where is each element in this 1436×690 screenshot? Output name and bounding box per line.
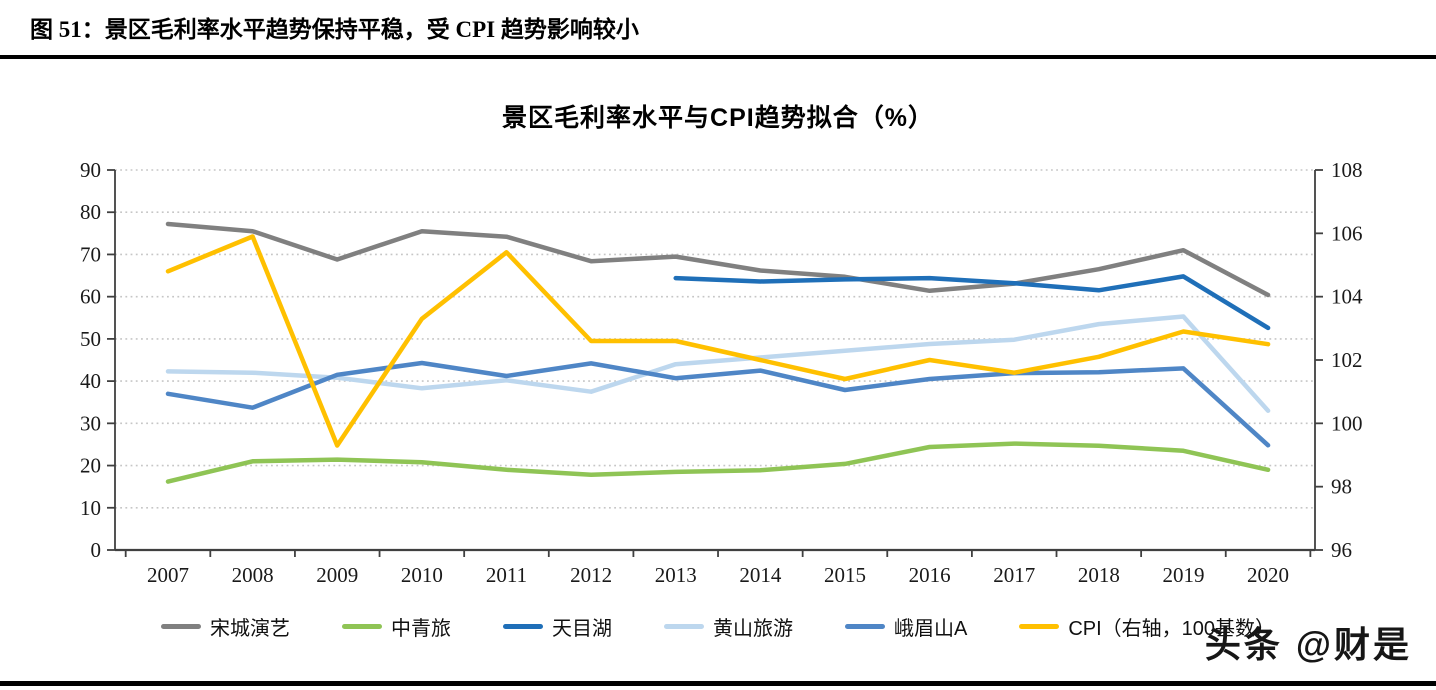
- legend-marker: [1019, 624, 1060, 629]
- series-line-黄山旅游: [165, 314, 1271, 413]
- x-axis-label: 2012: [570, 563, 612, 587]
- caption-divider-rule: [0, 55, 1436, 59]
- legend-label: 中青旅: [390, 618, 451, 640]
- series-line-中青旅: [165, 441, 1271, 484]
- legend-marker: [160, 624, 201, 629]
- legend-marker: [502, 624, 543, 629]
- x-axis-label: 2017: [993, 563, 1035, 587]
- legend-label: 黄山旅游: [712, 618, 793, 640]
- legend-label: CPI（右轴，100基数）: [1068, 618, 1276, 640]
- legend-marker: [844, 624, 885, 629]
- series-line-天目湖: [673, 274, 1271, 331]
- left-axis-tick-label: 80: [80, 200, 101, 224]
- right-axis-tick-label: 106: [1331, 221, 1363, 245]
- figure-caption: 图 51：景区毛利率水平趋势保持平稳，受 CPI 趋势影响较小: [30, 17, 639, 42]
- right-axis-tick-label: 108: [1331, 158, 1363, 182]
- right-axis-tick-label: 100: [1331, 411, 1363, 435]
- x-axis-label: 2014: [739, 563, 782, 587]
- x-axis-label: 2016: [909, 563, 951, 587]
- legend-label: 天目湖: [551, 618, 612, 640]
- series-line-宋城演艺: [165, 221, 1271, 298]
- series-line-峨眉山A: [165, 360, 1271, 448]
- right-axis-tick-label: 96: [1331, 538, 1352, 562]
- legend-item-天目湖: 天目湖: [502, 612, 612, 641]
- left-axis-tick-label: 20: [80, 454, 101, 478]
- x-axis-label: 2008: [232, 563, 274, 587]
- bottom-divider-rule: [0, 681, 1436, 686]
- x-axis-label: 2011: [486, 563, 527, 587]
- right-axis-tick-label: 98: [1331, 475, 1352, 499]
- chart-legend: 宋城演艺 中青旅 天目湖 黄山旅游 峨眉山A CPI（右轴，100基数）: [0, 612, 1436, 641]
- chart-title: 景区毛利率水平与CPI趋势拟合（%）: [502, 104, 934, 132]
- series-line-CPI（右轴，100基数）: [165, 234, 1271, 448]
- left-axis-tick-label: 0: [91, 538, 102, 562]
- x-axis-label: 2007: [147, 563, 189, 587]
- x-axis-label: 2013: [655, 563, 697, 587]
- watermark: 头条 @财是: [1204, 624, 1412, 665]
- left-axis-tick-label: 50: [80, 327, 101, 351]
- x-axis-label: 2018: [1078, 563, 1120, 587]
- legend-item-CPI（右轴，100基数）: CPI（右轴，100基数）: [1019, 612, 1275, 641]
- legend-marker: [663, 624, 704, 629]
- x-axis-label: 2020: [1247, 563, 1289, 587]
- legend-item-宋城演艺: 宋城演艺: [160, 612, 290, 641]
- x-axis-label: 2019: [1162, 563, 1204, 587]
- right-axis-tick-label: 104: [1331, 285, 1363, 309]
- left-axis-tick-label: 70: [80, 242, 101, 266]
- legend-marker: [341, 624, 382, 629]
- right-axis-tick-label: 102: [1331, 348, 1363, 372]
- x-axis-label: 2015: [824, 563, 866, 587]
- legend-label: 峨眉山A: [893, 618, 968, 640]
- legend-label: 宋城演艺: [209, 618, 290, 640]
- left-axis-tick-label: 40: [80, 369, 101, 393]
- left-axis-tick-label: 90: [80, 158, 101, 182]
- legend-item-中青旅: 中青旅: [341, 612, 451, 641]
- legend-item-峨眉山A: 峨眉山A: [844, 612, 968, 641]
- x-axis-label: 2010: [401, 563, 443, 587]
- left-axis-tick-label: 30: [80, 411, 101, 435]
- left-axis-tick-label: 10: [80, 496, 101, 520]
- x-axis-label: 2009: [316, 563, 358, 587]
- legend-item-黄山旅游: 黄山旅游: [663, 612, 793, 641]
- left-axis-tick-label: 60: [80, 285, 101, 309]
